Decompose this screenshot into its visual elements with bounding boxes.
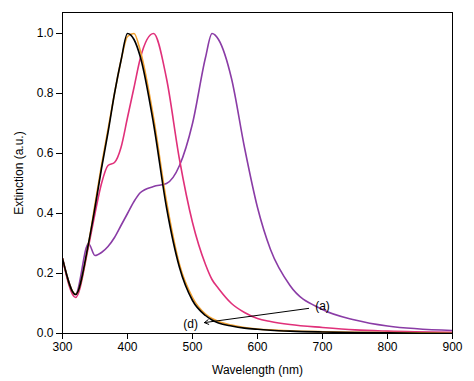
svg-text:0.8: 0.8 xyxy=(37,86,54,100)
svg-text:500: 500 xyxy=(182,340,202,354)
svg-text:400: 400 xyxy=(117,340,137,354)
svg-text:0.0: 0.0 xyxy=(37,326,54,340)
svg-text:700: 700 xyxy=(312,340,332,354)
svg-text:900: 900 xyxy=(442,340,462,354)
svg-text:0.6: 0.6 xyxy=(37,146,54,160)
svg-text:600: 600 xyxy=(247,340,267,354)
svg-text:Extinction (a.u.): Extinction (a.u.) xyxy=(12,131,26,214)
svg-text:(d): (d) xyxy=(183,317,198,331)
svg-text:300: 300 xyxy=(52,340,72,354)
svg-text:1.0: 1.0 xyxy=(37,26,54,40)
svg-text:0.4: 0.4 xyxy=(37,206,54,220)
svg-text:(a): (a) xyxy=(315,299,330,313)
svg-text:Wavelength (nm): Wavelength (nm) xyxy=(212,363,303,377)
svg-text:0.2: 0.2 xyxy=(37,266,54,280)
svg-text:800: 800 xyxy=(377,340,397,354)
